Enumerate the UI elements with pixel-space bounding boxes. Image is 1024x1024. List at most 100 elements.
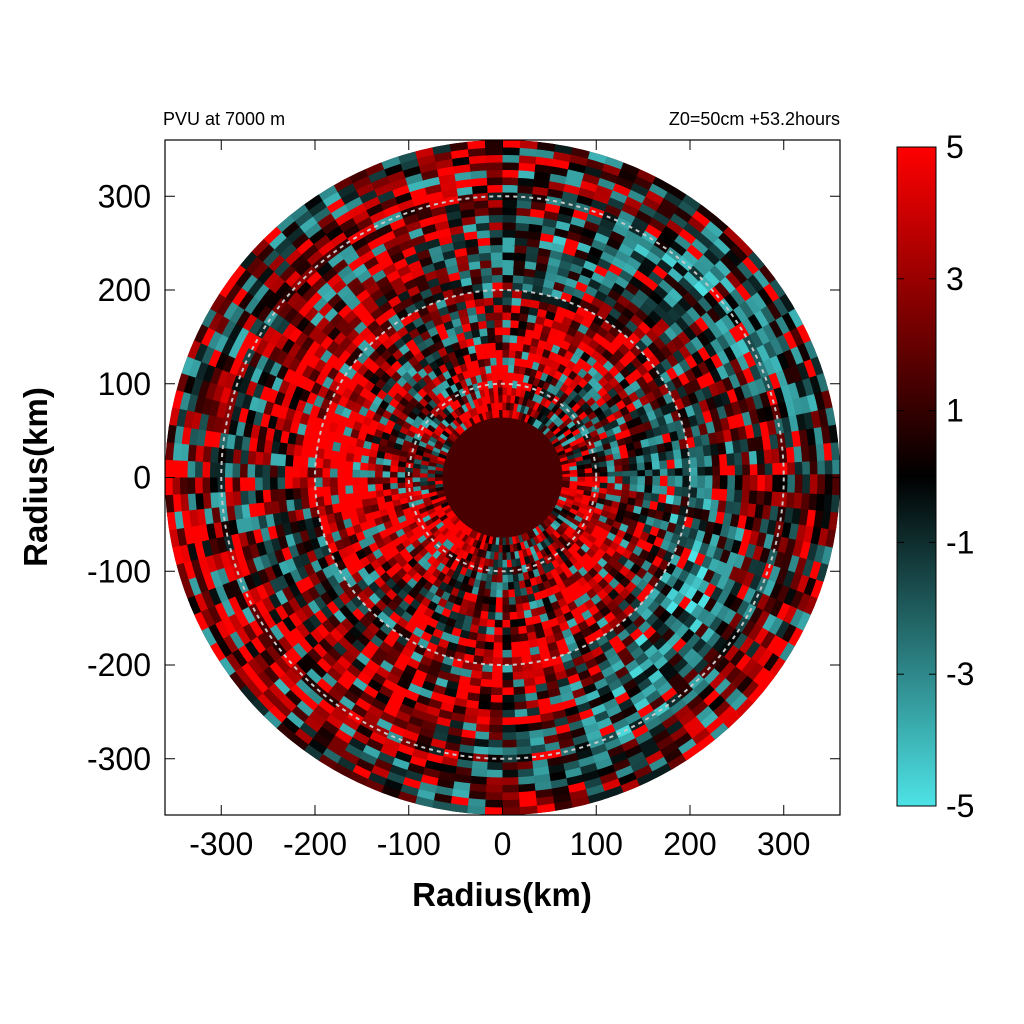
field-cell	[586, 423, 597, 434]
field-cell	[510, 387, 517, 396]
field-cell	[628, 489, 638, 499]
field-cell	[498, 544, 504, 554]
field-cell	[508, 319, 519, 329]
field-cell	[527, 344, 538, 355]
field-cell	[429, 526, 439, 536]
field-cell	[657, 450, 668, 461]
field-cell	[588, 428, 599, 438]
field-cell	[502, 612, 512, 621]
field-cell	[629, 482, 638, 492]
field-cell	[426, 439, 436, 448]
field-cell	[453, 426, 463, 436]
field-cell	[749, 474, 759, 491]
field-cell	[443, 520, 453, 529]
field-cell	[427, 469, 436, 475]
field-cell	[606, 487, 616, 496]
field-cell	[439, 514, 449, 523]
field-cell	[487, 611, 497, 621]
field-cell	[507, 349, 516, 359]
field-cell	[451, 527, 461, 537]
field-cell	[546, 401, 556, 411]
field-cell	[536, 542, 545, 552]
field-cell	[506, 387, 512, 396]
field-cell	[445, 510, 455, 519]
field-cell	[474, 405, 482, 415]
field-cell	[550, 522, 560, 531]
field-cell	[412, 468, 421, 474]
field-cell	[336, 477, 346, 488]
field-cell	[486, 619, 497, 628]
field-cell	[440, 446, 449, 454]
field-cell	[426, 477, 436, 483]
field-cell	[449, 515, 459, 524]
field-cell	[546, 392, 556, 402]
field-cell	[389, 471, 398, 479]
field-cell	[636, 483, 646, 493]
field-cell	[487, 342, 496, 351]
colorbar-tick-label: -5	[946, 788, 974, 824]
field-cell	[408, 521, 419, 532]
field-cell	[562, 428, 573, 437]
field-cell	[542, 563, 552, 574]
field-cell	[483, 312, 495, 321]
field-cell	[411, 477, 421, 484]
field-cell	[570, 442, 581, 451]
field-cell	[607, 470, 616, 478]
y-tick-label: -100	[87, 553, 151, 589]
field-cell	[396, 472, 406, 479]
field-cell	[446, 533, 456, 543]
field-cell	[382, 458, 392, 467]
field-cell	[419, 511, 430, 520]
x-tick-label: 200	[663, 826, 716, 862]
field-cell	[532, 322, 544, 333]
field-cell	[374, 470, 383, 479]
field-cell	[567, 435, 577, 444]
field-cell	[501, 349, 510, 358]
field-cell	[438, 499, 448, 506]
field-cell	[389, 459, 399, 468]
field-cell	[489, 364, 497, 374]
field-cell	[506, 372, 514, 381]
field-cell	[451, 418, 460, 428]
field-cell	[501, 341, 510, 351]
x-tick-label: 100	[570, 826, 623, 862]
field-cell	[496, 582, 504, 591]
field-cell	[591, 466, 601, 473]
field-cell	[508, 596, 518, 606]
field-cell	[353, 446, 364, 457]
field-cell	[429, 495, 439, 502]
field-cell	[478, 618, 489, 628]
field-cell	[441, 517, 451, 526]
field-cell	[521, 533, 528, 543]
field-cell	[508, 409, 514, 419]
field-cell	[764, 474, 774, 492]
field-cell	[542, 407, 552, 417]
field-cell	[446, 412, 456, 423]
field-cell	[794, 474, 804, 494]
field-cell	[497, 567, 504, 576]
field-cell	[490, 372, 498, 381]
field-cell	[491, 536, 497, 546]
field-cell	[456, 424, 465, 434]
field-cell	[561, 483, 571, 489]
field-cell	[561, 507, 571, 516]
field-cell	[359, 462, 369, 472]
field-cell	[351, 477, 361, 487]
field-cell	[712, 475, 721, 489]
field-cell	[502, 634, 513, 644]
field-cell	[337, 460, 346, 471]
field-cell	[340, 434, 351, 447]
field-cell	[507, 574, 515, 583]
field-cell	[560, 521, 571, 530]
field-cell	[368, 449, 378, 459]
field-cell	[421, 515, 432, 524]
field-cell	[519, 358, 528, 368]
field-cell	[547, 514, 556, 524]
field-cell	[337, 485, 346, 497]
field-cell	[547, 420, 556, 430]
field-cell	[511, 379, 518, 389]
field-cell	[526, 406, 534, 416]
field-cell	[452, 399, 462, 409]
field-cell	[524, 532, 531, 542]
field-cell	[437, 524, 448, 534]
